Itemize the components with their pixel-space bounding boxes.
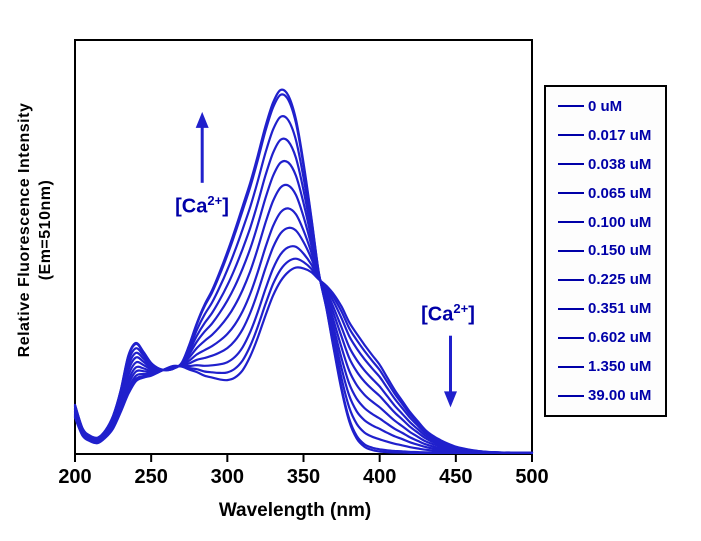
legend-line-swatch <box>558 365 584 368</box>
legend-label: 0.150 uM <box>588 242 652 260</box>
legend-label: 0.065 uM <box>588 184 652 202</box>
legend-label: 0 uM <box>588 97 623 115</box>
legend-label: 1.350 uM <box>588 358 652 376</box>
ca-decrease-annotation-text: [Ca <box>421 303 454 326</box>
legend-item-0-225-uM: 0.225 uM <box>546 272 665 287</box>
legend-line-swatch <box>558 163 584 166</box>
legend-item-0-038-uM: 0.038 uM <box>546 157 665 172</box>
curve-0-100-uM <box>73 207 534 454</box>
legend-line-swatch <box>558 394 584 397</box>
legend-line-swatch <box>558 249 584 252</box>
ca-increase-annotation-text: [Ca <box>175 195 208 218</box>
x-tick-label: 250 <box>134 466 167 488</box>
y-axis-title: Relative Fluorescence Intensity (Em=510n… <box>14 75 58 385</box>
ca-increase-arrow <box>195 111 209 183</box>
x-tick-label: 300 <box>211 466 244 488</box>
legend-label: 39.00 uM <box>588 387 652 405</box>
legend-item-0-100-uM: 0.100 uM <box>546 215 665 230</box>
ca-decrease-annotation: [Ca2+] <box>421 301 475 326</box>
legend-line-swatch <box>558 336 584 339</box>
curve-1-350-uM <box>73 93 534 454</box>
legend-label: 0.100 uM <box>588 213 652 231</box>
spectra-curves <box>73 88 534 455</box>
legend-line-swatch <box>558 278 584 281</box>
legend-line-swatch <box>558 307 584 310</box>
curve-0-038-uM <box>73 245 534 455</box>
legend-item-0-351-uM: 0.351 uM <box>546 301 665 316</box>
legend-line-swatch <box>558 192 584 195</box>
x-tick-label: 500 <box>515 466 548 488</box>
annotation-arrows <box>195 111 458 408</box>
legend-label: 0.017 uM <box>588 126 652 144</box>
x-tick-label: 350 <box>287 466 320 488</box>
x-axis-title: Wavelength (nm) <box>218 500 372 521</box>
legend-label: 0.225 uM <box>588 271 652 289</box>
legend-item-0-uM: 0 uM <box>546 99 665 114</box>
x-tick-label: 200 <box>58 466 91 488</box>
legend-line-swatch <box>558 221 584 224</box>
legend-line-swatch <box>558 134 584 137</box>
x-axis-ticks: 200 250 300 350 400 450 500 <box>58 454 549 488</box>
y-axis-title-line2: (Em=510nm) <box>37 179 54 281</box>
legend-item-0-602-uM: 0.602 uM <box>546 330 665 345</box>
curve-39-00-uM <box>73 88 534 455</box>
legend-label: 0.038 uM <box>588 155 652 173</box>
legend-line-swatch <box>558 105 584 108</box>
legend-item-0-017-uM: 0.017 uM <box>546 128 665 143</box>
legend-item-1-350-uM: 1.350 uM <box>546 359 665 374</box>
x-tick-label: 400 <box>363 466 396 488</box>
ca-decrease-arrow <box>444 335 458 408</box>
legend-label: 0.602 uM <box>588 329 652 347</box>
legend-item-0-065-uM: 0.065 uM <box>546 186 665 201</box>
legend-item-0-150-uM: 0.150 uM <box>546 243 665 258</box>
plot-border <box>74 39 533 455</box>
curve-0-351-uM <box>73 137 534 454</box>
legend-label: 0.351 uM <box>588 300 652 318</box>
y-axis-title-line1: Relative Fluorescence Intensity <box>16 102 33 358</box>
ca-increase-annotation: [Ca2+] <box>175 193 229 218</box>
x-tick-label: 450 <box>439 466 472 488</box>
legend-item-39-00-uM: 39.00 uM <box>546 388 665 403</box>
legend: 0 uM 0.017 uM 0.038 uM 0.065 uM 0.100 uM 0.15… <box>544 85 667 417</box>
